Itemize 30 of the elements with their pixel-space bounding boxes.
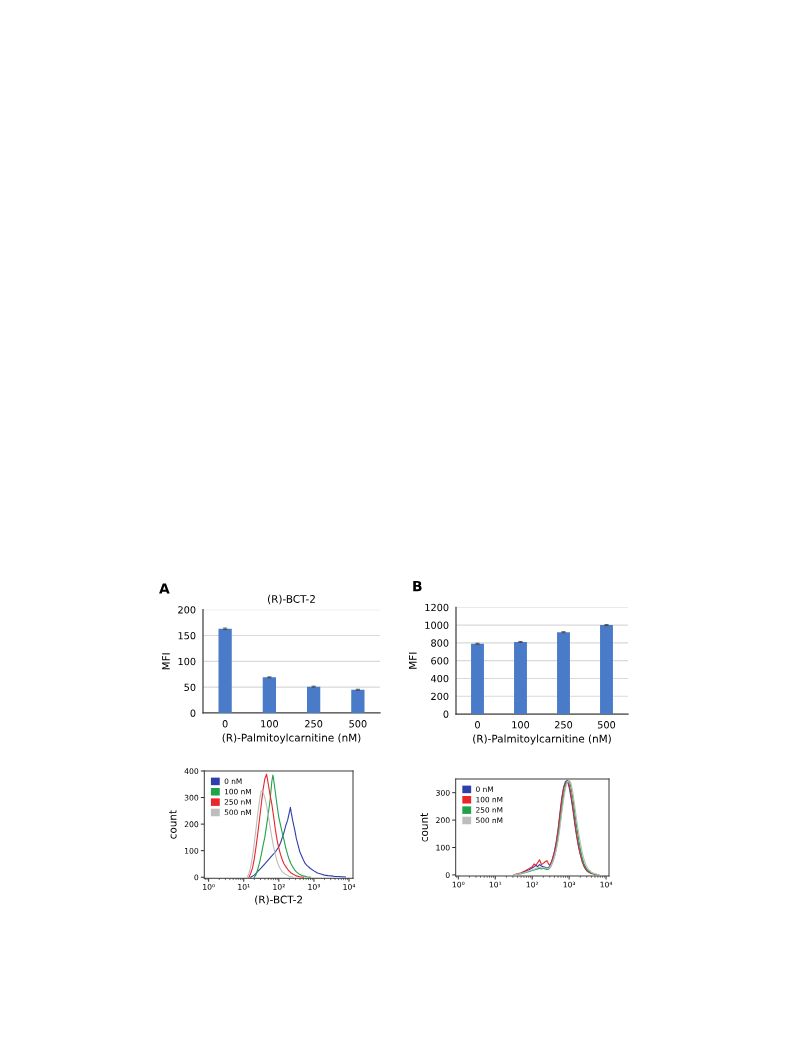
x-tick-label: 0 (222, 720, 228, 728)
y-tick-label: 0 (190, 709, 196, 717)
y-axis-title: count (169, 810, 177, 839)
y-tick-label: 200 (178, 606, 196, 614)
y-tick-label: 1200 (425, 603, 449, 612)
y-axis-title: count (420, 813, 428, 842)
x-tick-label: 250 (554, 721, 573, 729)
text: B (413, 581, 422, 592)
x-axis-title: (R)-BCT-2 (255, 895, 302, 905)
y-axis-title: MFI (162, 653, 170, 670)
x-tick-label: 250 (305, 720, 323, 728)
y-tick-label: 600 (431, 657, 449, 665)
x-tick-label: 100 (261, 720, 279, 728)
x-tick-label: 500 (597, 721, 616, 729)
chart-title: (R)-BCT-2 (268, 594, 315, 605)
text: A (159, 583, 170, 594)
y-tick-label: 400 (430, 674, 449, 683)
y-axis-title: MFI (409, 652, 417, 669)
y-tick-label: 200 (431, 692, 449, 701)
y-tick-label: 1000 (425, 621, 449, 629)
x-tick-label: 100 (512, 721, 530, 729)
y-tick-label: 150 (178, 632, 196, 640)
x-tick-label: 500 (349, 720, 367, 728)
x-axis-title: (R)-Palmitoylcarnitine (nM) (222, 733, 361, 744)
x-axis-title: (R)-Palmitoylcarnitine (nM) (473, 734, 611, 745)
y-tick-label: 0 (443, 710, 449, 718)
y-tick-label: 800 (431, 639, 449, 647)
y-tick-label: 100 (178, 657, 196, 666)
x-tick-label: 0 (475, 721, 480, 729)
y-tick-label: 50 (184, 683, 196, 692)
